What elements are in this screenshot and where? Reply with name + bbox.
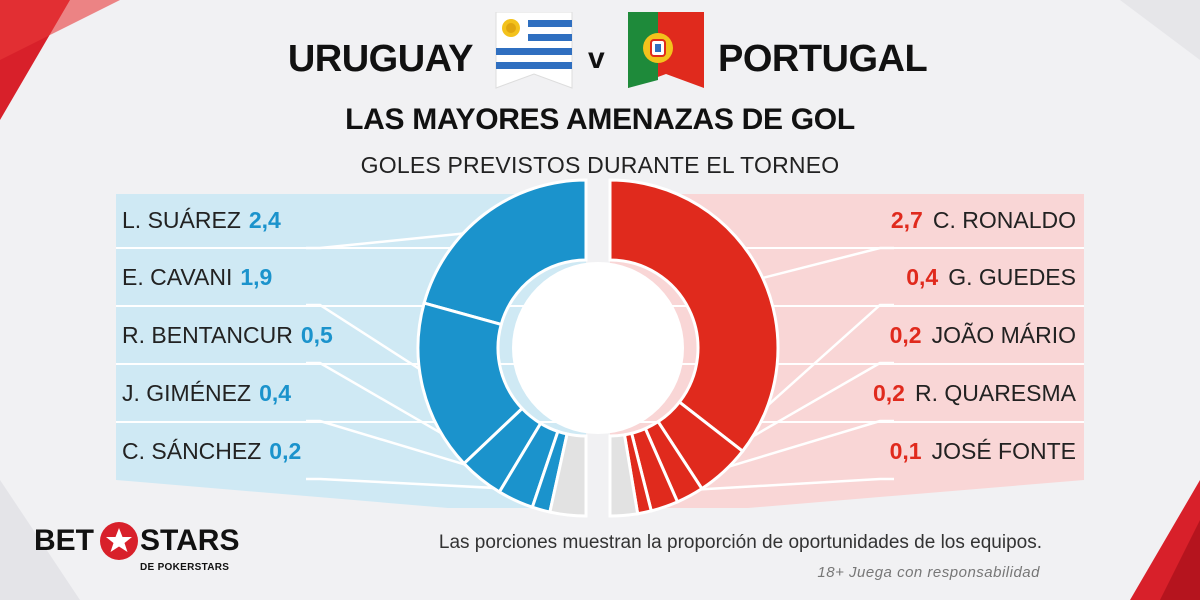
portugal-flag-icon [628,12,704,88]
player-value: 0,4 [906,264,939,290]
uruguay-player-row: J. GIMÉNEZ 0,4 [122,373,291,413]
player-name: E. CAVANI [122,264,233,290]
player-name: R. QUARESMA [914,380,1076,406]
disclaimer: 18+ Juega con responsabilidad [817,564,1040,581]
donut-slice [608,178,780,454]
player-name: JOSÉ FONTE [931,438,1076,464]
logo-subtitle: DE POKERSTARS [140,562,230,573]
footnote: Las porciones muestran la proporción de … [438,532,1042,553]
donut-hole [512,262,684,434]
chart-subtitle: GOLES PREVISTOS DURANTE EL TORNEO [360,152,840,178]
leader-line [306,361,494,465]
player-name: C. SÁNCHEZ [122,438,262,464]
uruguay-player-row: R. BENTANCUR 0,5 [122,315,333,355]
donut-slice [422,178,588,327]
logo-stars: STARS [140,524,240,557]
donut-slice-other [608,433,640,518]
chart-title: LAS MAYORES AMENAZAS DE GOL [345,103,855,136]
player-value: 0,1 [889,438,922,464]
donut-slice-other [548,432,588,518]
leader-line [306,477,547,492]
uruguay-player-row: E. CAVANI 1,9 [122,257,272,297]
player-value: 0,5 [300,322,333,348]
team1-name: URUGUAY [287,38,474,80]
logo-bet: BET [34,524,94,557]
leader-line [306,419,525,484]
leader-line [640,477,894,495]
player-name: C. RONALDO [932,207,1076,233]
player-name: R. BENTANCUR [122,322,293,348]
leader-line [742,246,894,285]
player-value: 1,9 [240,264,273,290]
team2-name: PORTUGAL [718,38,928,80]
player-value: 0,2 [269,438,302,464]
versus-label: v [588,42,605,75]
leader-line [306,228,497,250]
leader-line [657,419,894,490]
uruguay-flag-icon [495,12,573,89]
uruguay-player-row: C. SÁNCHEZ 0,2 [122,431,301,471]
portugal-player-row: 0,2 JOÃO MÁRIO [890,315,1076,355]
player-name: L. SUÁREZ [122,207,241,233]
player-value: 0,4 [259,380,292,406]
portugal-player-row: 0,4 G. GUEDES [906,257,1076,297]
star-icon [100,522,138,560]
player-name: JOÃO MÁRIO [931,322,1076,348]
player-value: 0,2 [889,322,922,348]
portugal-player-row: 0,1 JOSÉ FONTE [890,431,1076,471]
betstars-logo: BET STARS DE POKERSTARS [30,520,240,580]
uruguay-player-row: L. SUÁREZ 2,4 [122,200,281,240]
player-name: J. GIMÉNEZ [122,380,252,406]
player-value: 2,7 [890,207,923,233]
leader-line [306,303,444,385]
player-name: G. GUEDES [948,264,1076,290]
donut-slice [416,301,525,466]
title-row: URUGUAY v PORTUGAL [0,12,1200,102]
portugal-player-row: 2,7 C. RONALDO [891,200,1076,240]
portugal-player-row: 0,2 R. QUARESMA [873,373,1076,413]
player-value: 0,2 [872,380,905,406]
player-value: 2,4 [248,207,281,233]
